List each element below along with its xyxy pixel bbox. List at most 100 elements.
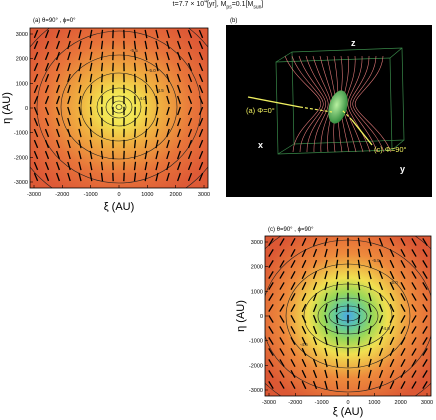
polarization-vector	[400, 303, 406, 313]
polarization-vector	[411, 370, 417, 378]
polarization-vector	[67, 106, 71, 116]
polarization-vector	[187, 62, 193, 72]
polarization-vector	[400, 281, 406, 291]
polarization-vector	[33, 128, 39, 138]
polarization-vector	[335, 314, 339, 324]
x-tick-label: 1000	[141, 192, 153, 198]
polarization-vector	[155, 172, 159, 182]
polarization-vector	[411, 326, 417, 334]
polarization-vector	[33, 73, 39, 83]
polarization-vector	[301, 347, 307, 357]
polarization-vector	[357, 248, 361, 258]
polarization-vector	[411, 282, 417, 290]
field-line	[352, 55, 385, 153]
y-tick-label: 2000	[16, 57, 28, 63]
polarization-vector	[368, 292, 372, 302]
polarization-vector	[378, 358, 384, 368]
polarization-vector	[155, 40, 159, 50]
polarization-vector	[44, 106, 50, 116]
polarization-vector	[324, 347, 328, 357]
polarization-vector	[312, 281, 318, 291]
polarization-vector	[198, 84, 204, 94]
polarization-vector	[89, 95, 93, 105]
polarization-vector	[389, 281, 395, 291]
polarization-vector	[78, 62, 82, 72]
polarization-vector	[67, 172, 71, 182]
polarization-vector	[155, 29, 159, 39]
polarization-vector	[55, 84, 61, 94]
polarization-vector	[312, 237, 318, 247]
polarization-vector	[55, 172, 61, 182]
polarization-vector	[422, 249, 428, 257]
polarization-vector	[335, 281, 339, 291]
polarization-vector	[100, 40, 104, 50]
polarization-vector	[78, 51, 82, 61]
polarization-vector	[357, 358, 361, 368]
x-tick-label: 2000	[170, 192, 182, 198]
polarization-vector	[335, 237, 339, 247]
polarization-vector	[198, 29, 204, 39]
polarization-vector	[67, 128, 71, 138]
polarization-vector	[301, 292, 307, 302]
polarization-vector	[324, 259, 328, 269]
polarization-vector	[133, 40, 137, 50]
polarization-vector	[389, 237, 395, 247]
x-tick-label: -3000	[262, 400, 276, 406]
panel-b-label: (b)	[230, 18, 237, 24]
polarization-vector	[279, 271, 285, 279]
polarization-vector	[78, 117, 82, 127]
polarization-vector	[55, 51, 61, 61]
polarization-vector	[312, 303, 318, 313]
figure-header: t=7.7 × 104[yr], Mps=0.1[Msun]	[172, 0, 264, 11]
polarization-vector	[198, 161, 204, 171]
polarization-vector	[166, 73, 170, 83]
polarization-vector	[55, 73, 61, 83]
polarization-vector	[324, 303, 328, 313]
polarization-vector	[422, 304, 428, 312]
polarization-vector	[144, 51, 148, 61]
polarization-vector	[301, 303, 307, 313]
polarization-vector	[67, 29, 71, 39]
x-tick-label: 1000	[368, 400, 380, 406]
polarization-vector	[290, 270, 296, 280]
polarization-vector	[335, 380, 339, 390]
polarization-vector	[33, 139, 39, 149]
polarization-vector	[89, 106, 93, 116]
polarization-vector	[144, 150, 148, 160]
x-tick-label: 3000	[421, 400, 433, 406]
polarization-vector	[187, 73, 193, 83]
panel-c-contour-label: -5.5	[372, 258, 380, 263]
panel-a-ticks: -3000 -2000 -1000 0 1000 2000 3000 3000 2000 1000…	[14, 32, 210, 198]
polarization-vector	[357, 281, 361, 291]
polarization-vector	[134, 128, 136, 138]
polarization-vector	[176, 128, 182, 138]
polarization-vector	[187, 40, 193, 50]
panel-b-view-c-label: (c) Φ=90°	[374, 145, 407, 154]
polarization-vector	[187, 95, 193, 105]
polarization-vector	[400, 380, 406, 390]
polarization-vector	[44, 161, 50, 171]
polarization-vector	[133, 51, 137, 61]
polarization-vector	[335, 325, 339, 335]
polarization-vector	[89, 73, 93, 83]
panel-b-view-a-arrow	[247, 96, 301, 108]
polarization-vector	[176, 51, 182, 61]
polarization-vector	[378, 380, 384, 390]
polarization-vector	[100, 139, 104, 149]
polarization-vector	[155, 51, 159, 61]
polarization-vector	[378, 336, 384, 346]
polarization-vector	[301, 270, 307, 280]
polarization-vector	[368, 270, 372, 280]
polarization-vector	[389, 270, 395, 280]
polarization-vector	[101, 84, 103, 94]
y-tick-label: 0	[25, 106, 28, 112]
polarization-vector	[411, 260, 417, 268]
polarization-vector	[368, 358, 372, 368]
polarization-vector	[166, 150, 170, 160]
polarization-vector	[357, 270, 361, 280]
polarization-vector	[400, 347, 406, 357]
polarization-vector	[312, 314, 318, 324]
polarization-vector	[44, 73, 50, 83]
panel-b-view-a-dashed	[299, 106, 333, 113]
polarization-vector	[198, 172, 204, 182]
